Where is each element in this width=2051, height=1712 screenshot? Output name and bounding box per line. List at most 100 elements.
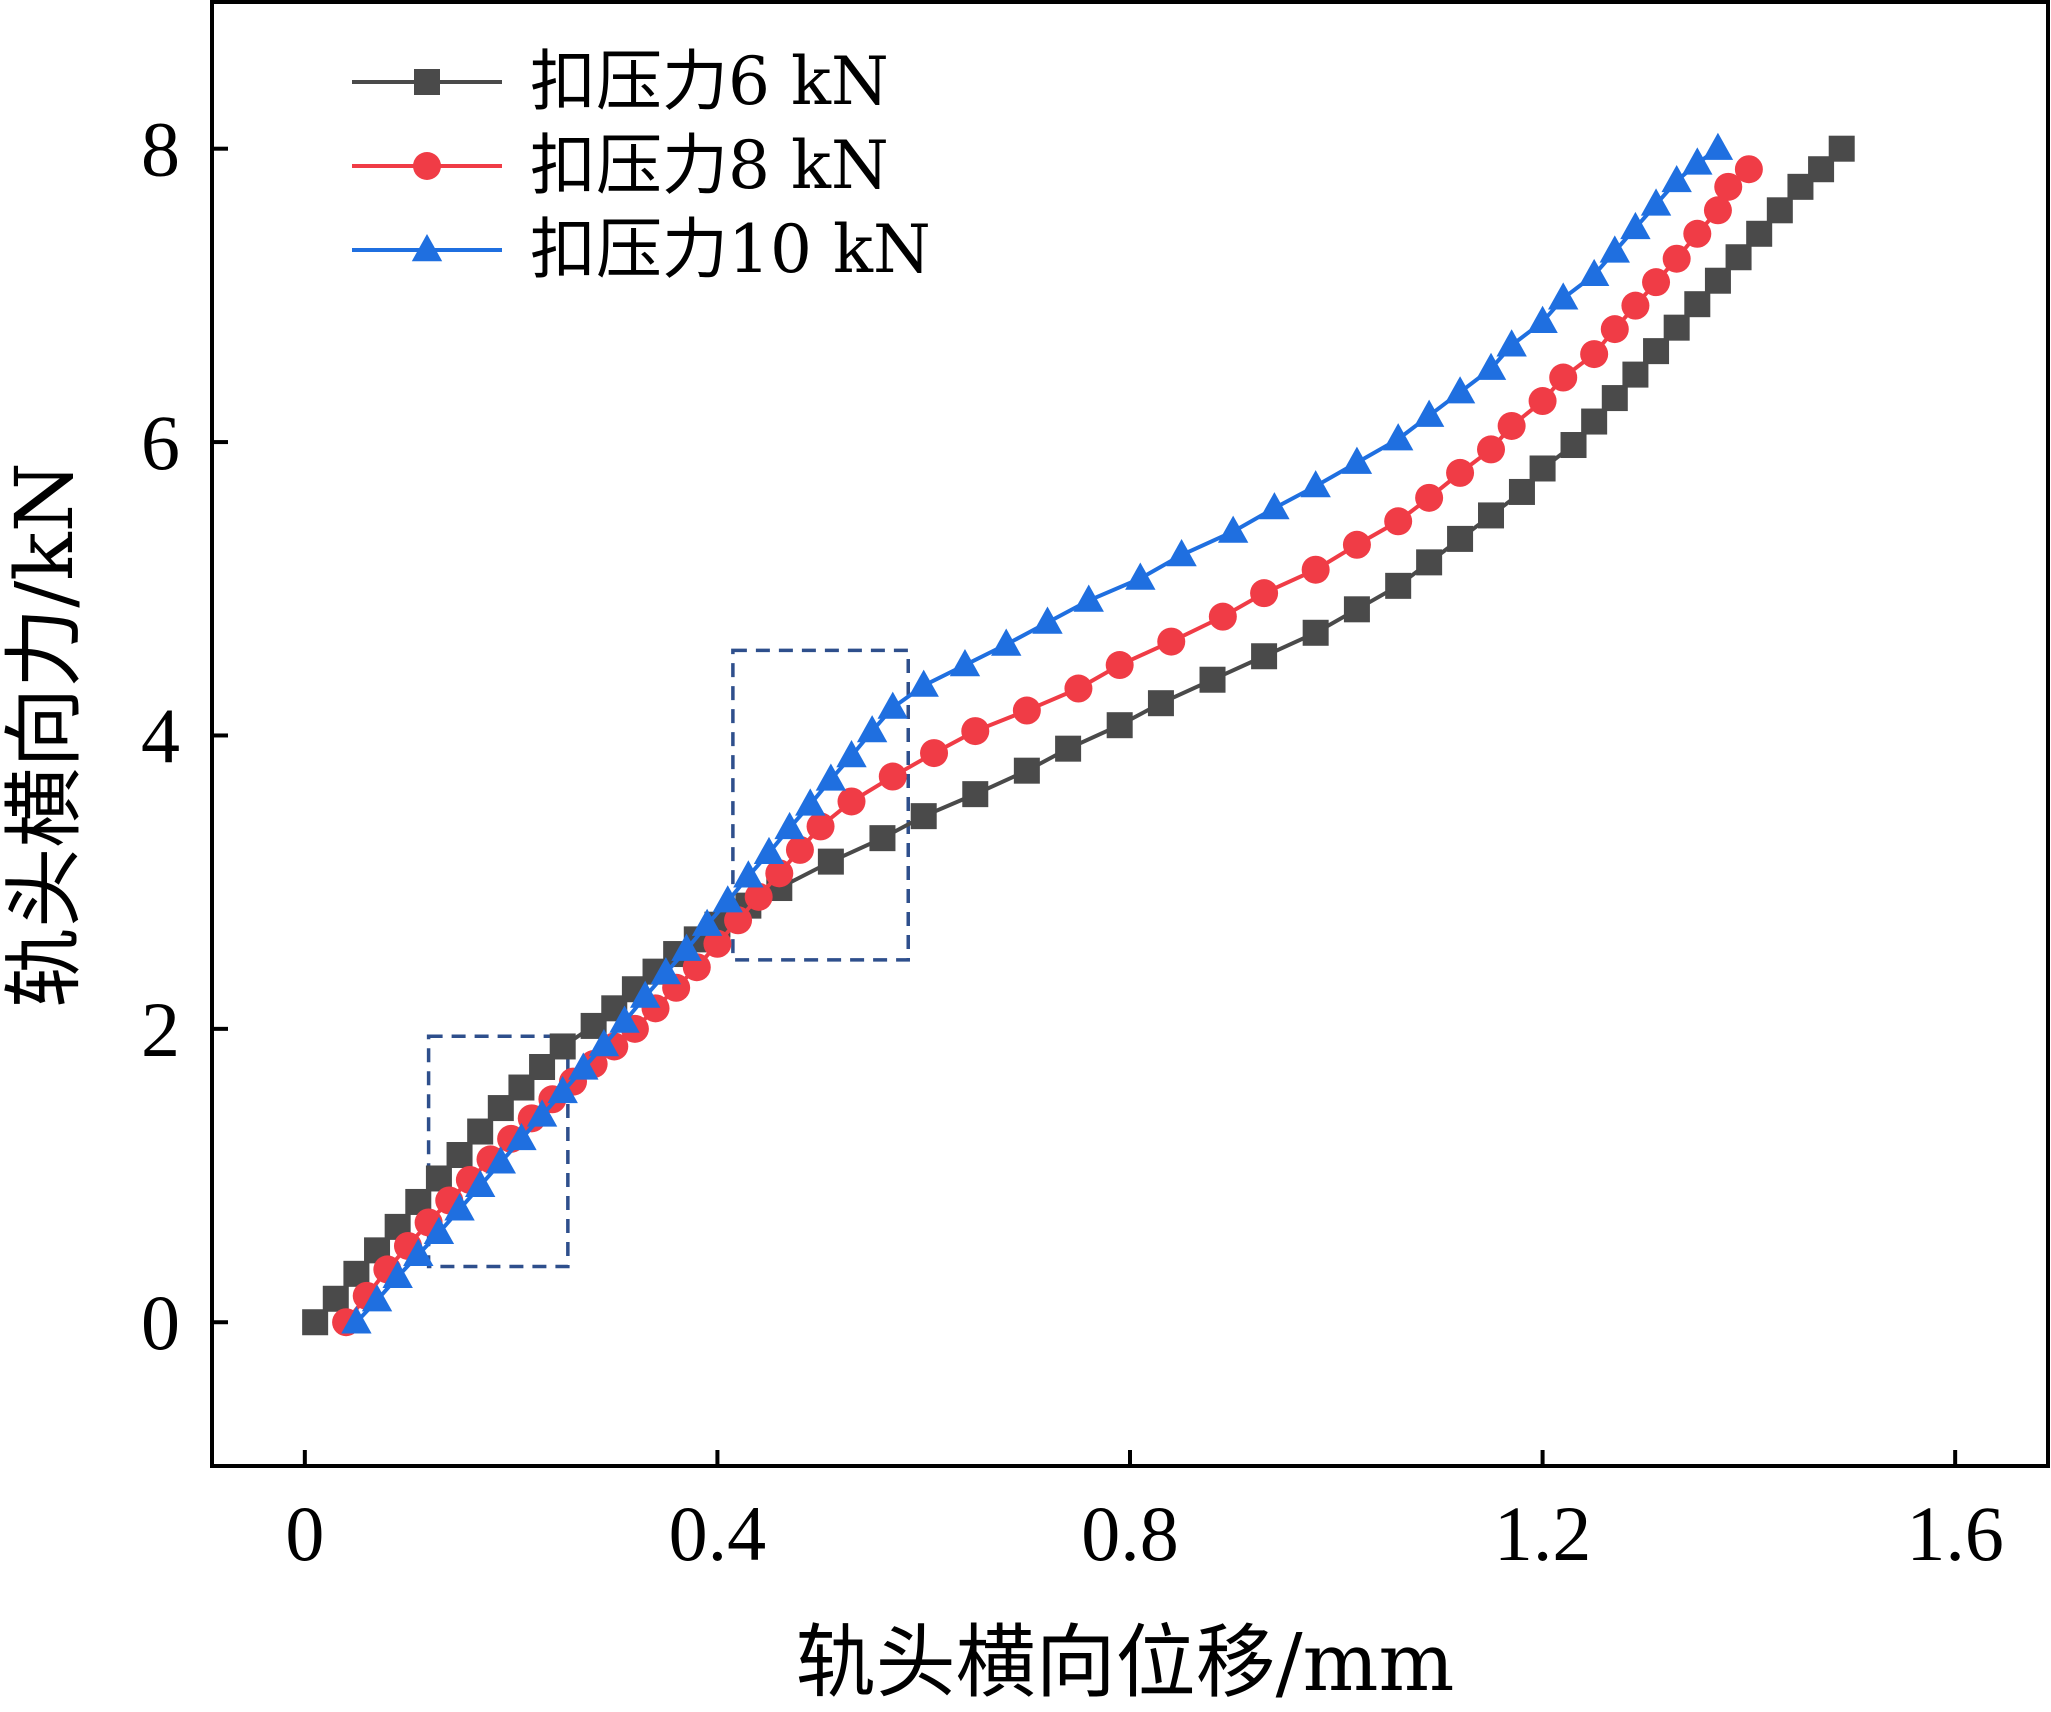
square-marker (1343, 596, 1370, 623)
triangle-marker (1125, 562, 1156, 590)
circle-marker (878, 762, 907, 791)
circle-marker (785, 835, 814, 864)
square-marker (1766, 197, 1793, 224)
circle-marker (806, 812, 835, 841)
triangle-marker (908, 669, 939, 697)
series-2 (332, 155, 1763, 1337)
triangle-marker (1620, 211, 1651, 240)
circle-marker (1012, 696, 1041, 725)
x-tick-label: 0.4 (669, 1490, 767, 1577)
triangle-marker (1413, 399, 1445, 427)
square-marker (1560, 432, 1587, 459)
square-marker (1622, 361, 1649, 388)
circle-marker (1064, 674, 1093, 703)
triangle-marker (1259, 492, 1290, 520)
x-axis-label: 轨头横向位移/mm (796, 1616, 1455, 1709)
circle-marker (744, 882, 773, 911)
triangle-marker (1548, 282, 1579, 310)
series-3 (341, 132, 1734, 1334)
circle-marker (1714, 172, 1743, 201)
x-tick-label: 1.2 (1494, 1490, 1592, 1577)
circle-marker (1157, 627, 1186, 656)
triangle-marker (1382, 423, 1414, 451)
square-marker (1725, 244, 1752, 271)
triangle-marker (630, 980, 661, 1008)
triangle-marker (1032, 606, 1063, 634)
square-marker (1643, 338, 1670, 365)
circle-marker (1621, 291, 1650, 320)
triangle-marker (609, 1005, 640, 1033)
y-tick-label: 4 (141, 692, 180, 779)
square-marker (1508, 478, 1535, 505)
square-marker (549, 1033, 576, 1060)
y-tick-label: 6 (141, 399, 180, 486)
circle-marker (1662, 244, 1691, 273)
circle-marker (1734, 155, 1763, 184)
triangle-marker (1661, 164, 1692, 193)
triangle-marker (650, 957, 682, 985)
circle-marker (1528, 387, 1557, 416)
circle-marker (1301, 555, 1330, 584)
square-marker (1251, 643, 1278, 670)
legend-label: 扣压力6 kN (530, 43, 889, 120)
triangle-marker (1166, 539, 1197, 567)
square-marker (1684, 291, 1711, 318)
circle-marker (724, 906, 753, 935)
series-1 (302, 135, 1855, 1336)
square-marker (1147, 690, 1174, 717)
series-line (344, 167, 1751, 1324)
square-marker (1704, 267, 1731, 294)
square-marker (1055, 735, 1082, 762)
square-marker (1013, 757, 1040, 784)
square-marker (962, 781, 989, 808)
triangle-marker (815, 763, 847, 791)
circle-marker (1477, 435, 1506, 464)
square-marker (322, 1285, 349, 1312)
triangle-marker (1341, 446, 1373, 474)
triangle-marker (1073, 584, 1104, 612)
circle-marker (1415, 483, 1444, 512)
triangle-marker (444, 1193, 475, 1221)
triangle-marker (671, 933, 702, 961)
square-marker (1302, 619, 1329, 646)
triangle-marker (1578, 258, 1610, 287)
circle-marker (703, 929, 732, 958)
triangle-marker (691, 908, 723, 936)
legend-label: 扣压力10 kN (530, 211, 931, 288)
y-tick-label: 2 (141, 986, 180, 1073)
circle-marker (765, 859, 794, 888)
triangle-marker (1527, 305, 1558, 333)
square-marker (1385, 572, 1412, 599)
triangle-marker (1300, 470, 1331, 498)
triangle-marker (403, 1238, 434, 1266)
x-tick-label: 1.6 (1906, 1490, 2004, 1577)
triangle-marker (411, 234, 443, 262)
square-marker (1199, 666, 1226, 693)
annotation-boxes (426, 648, 910, 1269)
circle-marker (1342, 530, 1371, 559)
triangle-marker (991, 628, 1022, 656)
circle-marker (961, 717, 990, 746)
x-tick-label: 0.8 (1081, 1490, 1179, 1577)
circle-marker (1384, 507, 1413, 536)
circle-marker (920, 739, 949, 768)
y-axis-label: 轨头横向力/kN (0, 462, 91, 1007)
square-marker (467, 1118, 494, 1145)
triangle-marker (712, 885, 743, 913)
square-marker (1106, 712, 1133, 739)
triangle-marker (588, 1028, 620, 1057)
circle-marker (1683, 219, 1712, 248)
square-marker (1416, 549, 1443, 576)
triangle-marker (877, 691, 908, 719)
square-marker (1746, 220, 1773, 247)
square-marker (414, 69, 440, 95)
circle-marker (1497, 411, 1526, 440)
square-marker (869, 825, 896, 852)
circle-marker (1250, 579, 1279, 608)
triangle-marker (1702, 132, 1734, 160)
triangle-marker (733, 860, 764, 888)
triangle-marker (341, 1306, 372, 1334)
square-marker (1581, 408, 1608, 435)
legend-label: 扣压力8 kN (530, 127, 889, 204)
